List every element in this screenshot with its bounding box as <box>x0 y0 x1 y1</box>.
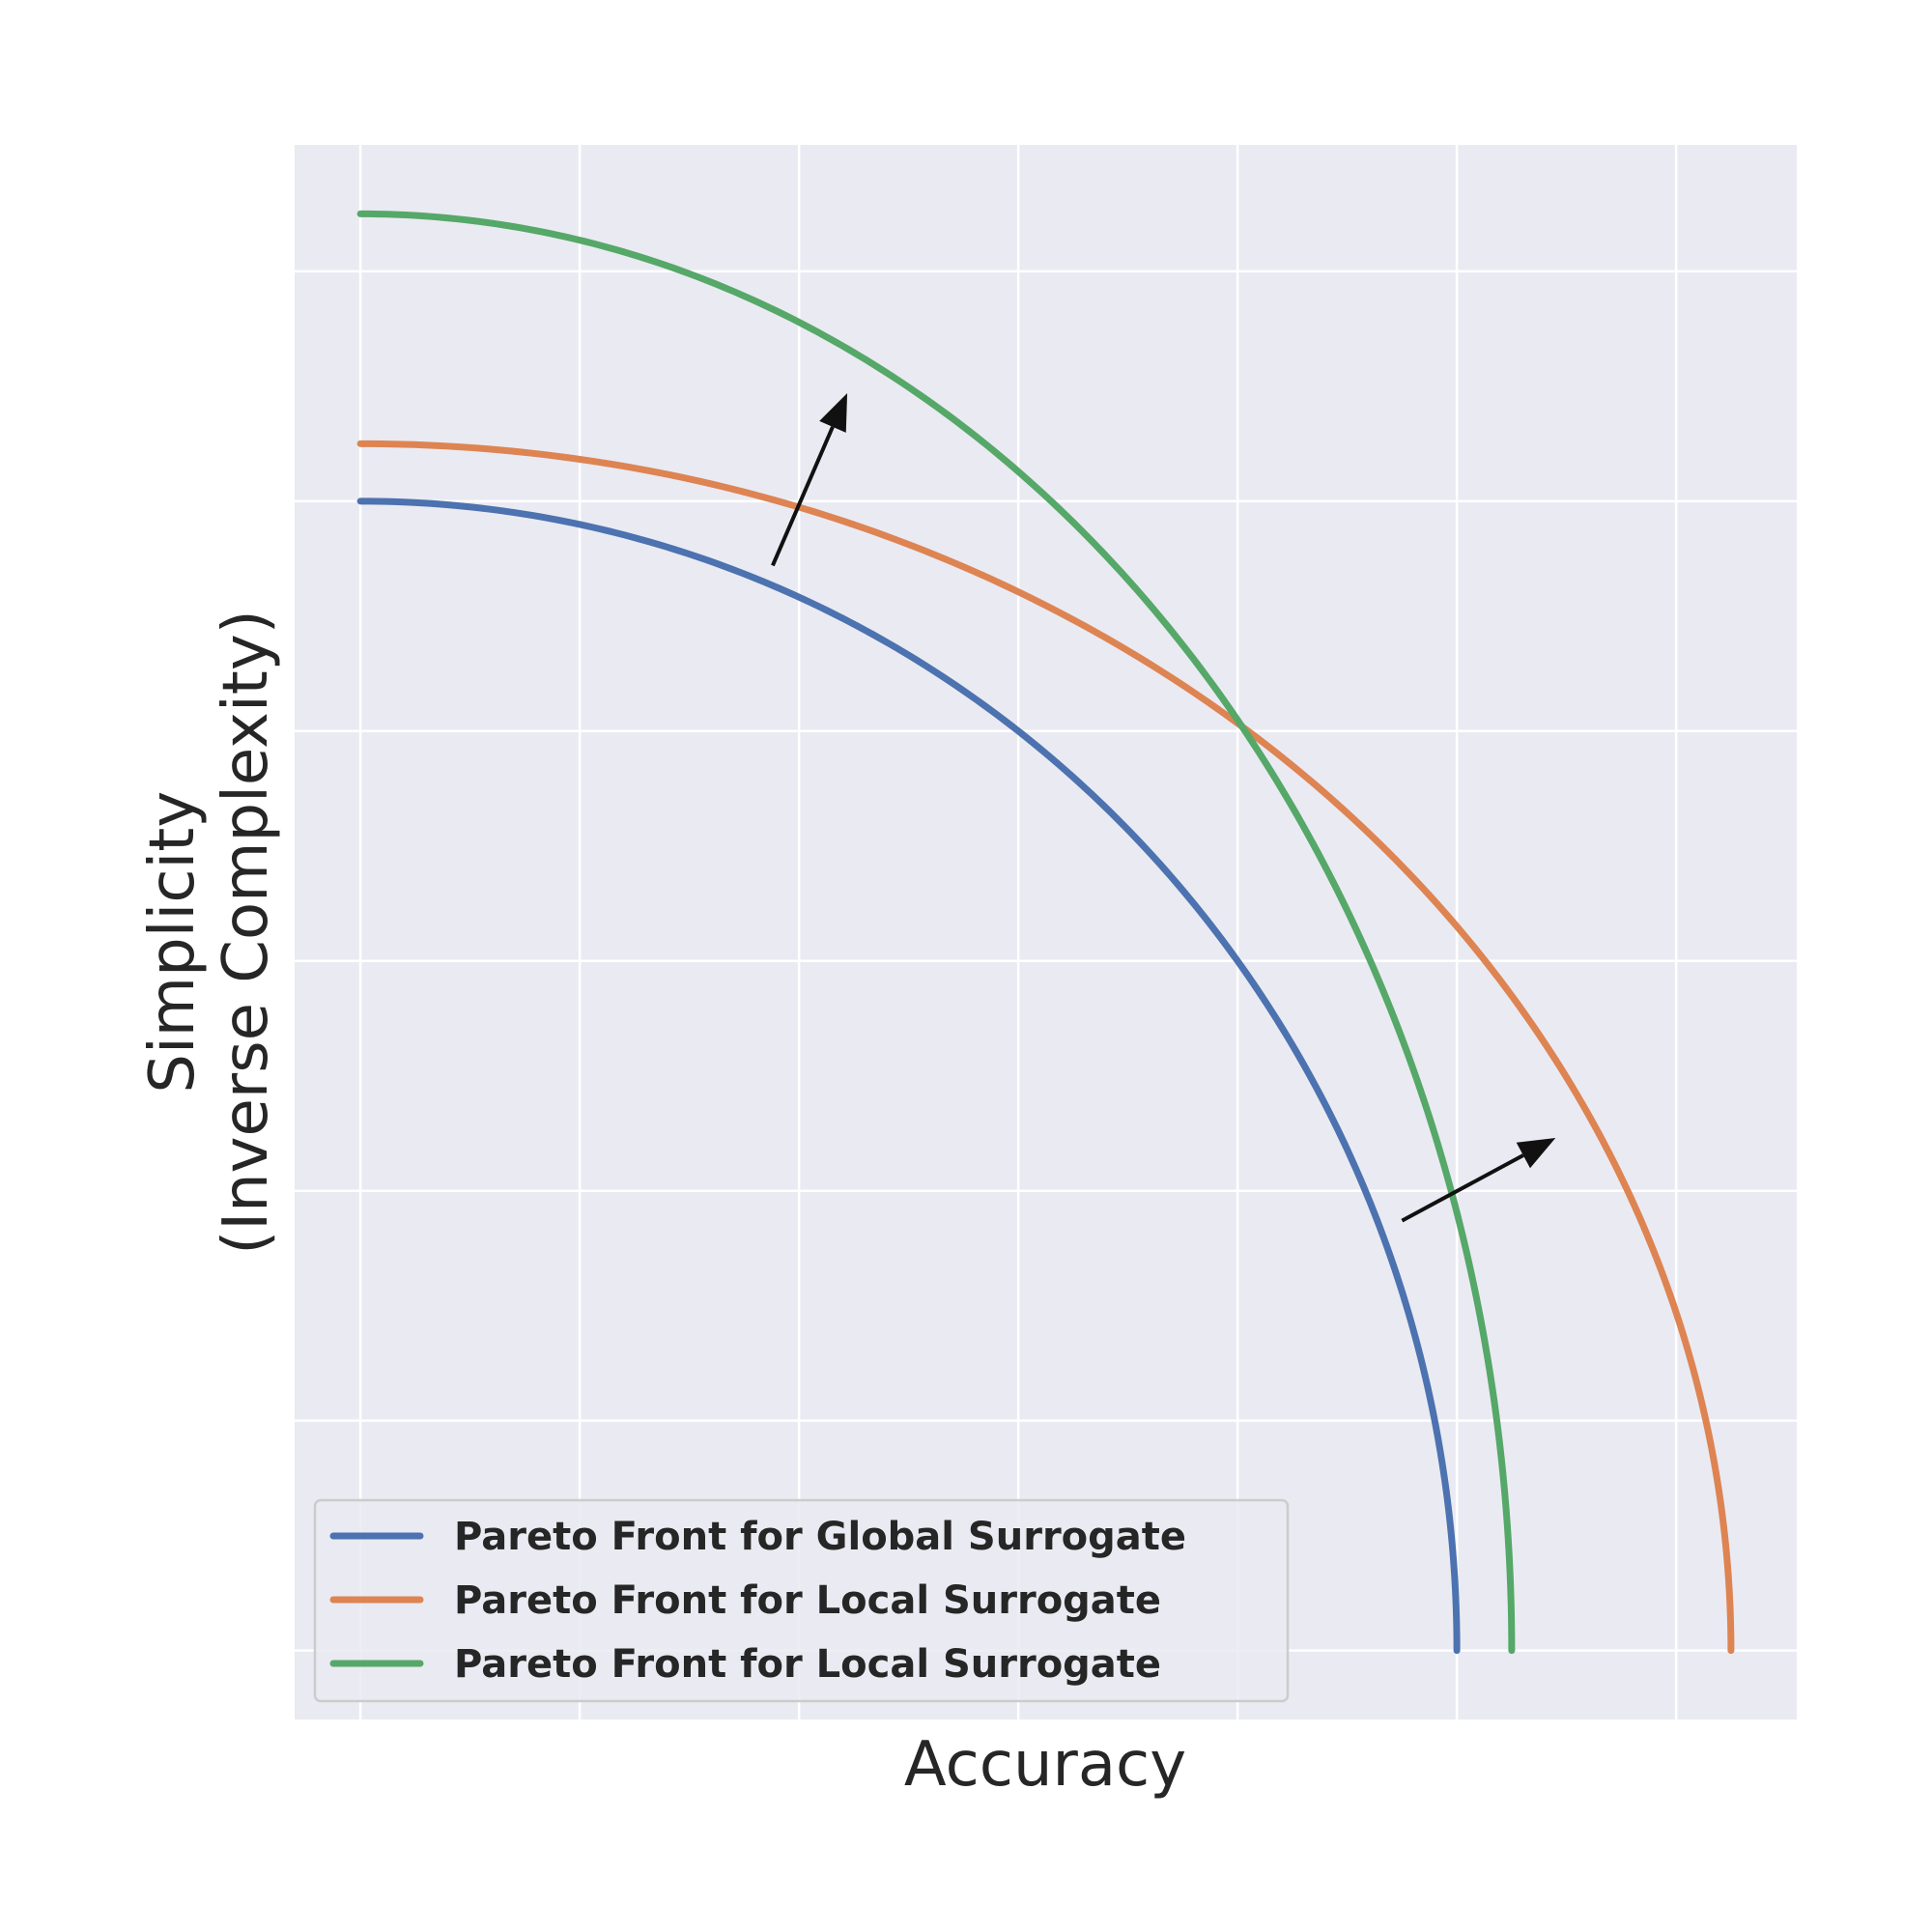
plot-area <box>295 145 1797 1719</box>
series-line-1 <box>356 440 1735 1655</box>
series-line-2 <box>356 210 1516 1655</box>
legend: Pareto Front for Global Surrogate Pareto … <box>313 1498 1290 1703</box>
legend-label-1: Pareto Front for Local Surrogate <box>454 1578 1161 1623</box>
arrow-1-shaft <box>1401 1153 1524 1223</box>
y-axis-label-line-1: Simplicity <box>137 791 209 1094</box>
curves <box>356 210 1735 1655</box>
legend-label-0: Pareto Front for Global Surrogate <box>454 1515 1186 1559</box>
arrow-0-head <box>819 392 848 433</box>
y-axis-label-line-2: (Inverse Complexity) <box>211 610 282 1254</box>
x-axis-label: Accuracy <box>904 1729 1186 1801</box>
series-line-0 <box>356 497 1461 1655</box>
annotations <box>771 392 1556 1223</box>
y-axis-label: Simplicity (Inverse Complexity) <box>137 610 282 1254</box>
grid <box>295 145 1797 1719</box>
arrow-1-head <box>1516 1137 1556 1169</box>
legend-label-2: Pareto Front for Local Surrogate <box>454 1642 1161 1687</box>
legend-frame <box>313 1498 1290 1703</box>
arrow-0-shaft <box>771 426 835 567</box>
